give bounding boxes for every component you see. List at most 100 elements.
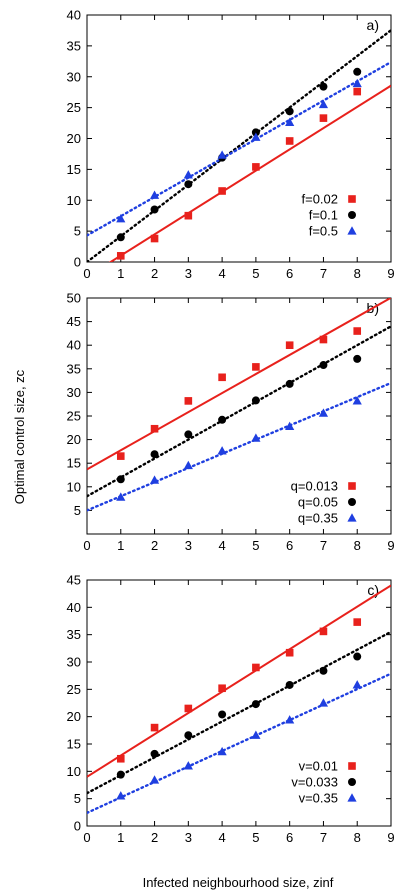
y-tick-label: 50 <box>67 291 81 306</box>
x-tick-label: 0 <box>83 266 90 281</box>
legend-label: v=0.033 <box>291 775 338 790</box>
y-tick-label: 25 <box>67 682 81 697</box>
data-point <box>251 730 261 739</box>
y-tick-label: 45 <box>67 314 81 329</box>
x-tick-label: 1 <box>117 538 124 553</box>
data-point <box>150 205 159 214</box>
panel-label: c) <box>367 582 379 598</box>
data-point <box>318 698 329 707</box>
data-point <box>251 128 260 137</box>
data-point <box>285 680 294 689</box>
data-point <box>285 648 294 657</box>
plot-frame <box>86 14 392 263</box>
data-point <box>251 396 260 405</box>
x-tick-label: 3 <box>185 266 192 281</box>
legend-label: v=0.01 <box>299 759 338 774</box>
data-point <box>116 754 125 763</box>
fit-lines <box>87 298 391 512</box>
x-tick-label: 7 <box>320 830 327 845</box>
x-tick-label: 7 <box>320 538 327 553</box>
x-tick-label: 0 <box>83 830 90 845</box>
x-tick-label: 4 <box>218 538 225 553</box>
legend-marker <box>348 762 356 770</box>
data-point <box>116 252 125 260</box>
y-tick-label: 10 <box>67 479 81 494</box>
data-point <box>353 67 362 76</box>
data-point <box>218 710 227 719</box>
data-point <box>217 446 227 455</box>
panels: 0 1 2 3 4 5 6 7 8 90510152025303540a)f=0.02f=0.1f… <box>67 8 395 846</box>
data-point <box>319 666 328 675</box>
y-tick-label: 5 <box>74 791 81 806</box>
x-tick-label: 2 <box>151 830 158 845</box>
x-tick-label: 8 <box>354 266 361 281</box>
series-v=0.033 <box>116 652 362 779</box>
data-point <box>184 397 193 405</box>
data-point <box>217 746 227 756</box>
data-point <box>116 770 125 779</box>
x-tick-label: 3 <box>185 538 192 553</box>
data-point <box>319 82 328 91</box>
legend-marker <box>347 513 357 522</box>
data-point <box>251 700 260 709</box>
data-point <box>318 408 329 417</box>
data-point <box>116 213 126 223</box>
data-point <box>218 684 226 693</box>
data-point <box>353 327 362 335</box>
plot-frame <box>86 579 392 827</box>
x-tick-label: 7 <box>320 266 327 281</box>
series-v=0.35 <box>116 680 362 800</box>
fit-line-q=0.013 <box>87 298 391 471</box>
y-tick-label: 40 <box>67 338 81 353</box>
data-point <box>183 761 193 770</box>
data-point <box>150 424 159 433</box>
data-point <box>217 150 227 159</box>
legend-marker <box>348 211 356 219</box>
y-tick-label: 45 <box>67 573 81 588</box>
data-point <box>116 492 126 501</box>
x-tick-label: 8 <box>354 538 361 553</box>
data-point <box>183 460 193 470</box>
x-tick-label: 3 <box>185 830 192 845</box>
x-tick-label: 4 <box>218 830 225 845</box>
x-tick-label: 9 <box>387 830 394 845</box>
x-axis-label: Infected neighbourhood size, zinf <box>143 875 334 890</box>
y-tick-label: 35 <box>67 627 81 642</box>
data-point <box>184 731 193 740</box>
series-q=0.05 <box>116 354 362 484</box>
panel-1: 0 1 2 3 4 5 6 7 8 9 0 5 10 15 20 25 30 35 40 a) f=0.02f=0.1f… <box>67 8 395 282</box>
data-point <box>116 791 126 800</box>
x-tick-label: 2 <box>151 538 158 553</box>
y-tick-label: 0 <box>74 819 81 834</box>
x-tick-label: 6 <box>286 538 293 553</box>
data-point <box>319 114 328 122</box>
fit-lines <box>87 29 391 262</box>
panel-2: 01234567895101520253035404550b)q=0.013q=… <box>67 291 395 554</box>
data-point <box>150 450 159 459</box>
data-point <box>252 663 260 672</box>
data-point <box>150 749 159 758</box>
legend-marker <box>347 793 357 802</box>
y-tick-label: 0 <box>74 255 81 270</box>
data-point <box>149 190 160 199</box>
y-tick-label: 35 <box>67 361 81 376</box>
data-point <box>218 373 226 382</box>
data-point <box>149 775 160 784</box>
data-point <box>353 354 362 363</box>
fit-line-f=0.1 <box>87 29 391 262</box>
fit-line-f=0.02 <box>108 84 391 262</box>
data-point <box>285 117 295 127</box>
x-tick-label: 4 <box>218 266 225 281</box>
data-point <box>184 180 193 189</box>
data-point <box>285 107 294 116</box>
y-tick-label: 30 <box>67 385 81 400</box>
data-point <box>352 680 362 689</box>
y-tick-label: 20 <box>67 432 81 447</box>
data-point <box>251 132 261 141</box>
data-point <box>285 421 295 430</box>
data-point <box>218 415 227 424</box>
x-tick-label: 8 <box>354 830 361 845</box>
legend-label: q=0.05 <box>298 495 338 510</box>
